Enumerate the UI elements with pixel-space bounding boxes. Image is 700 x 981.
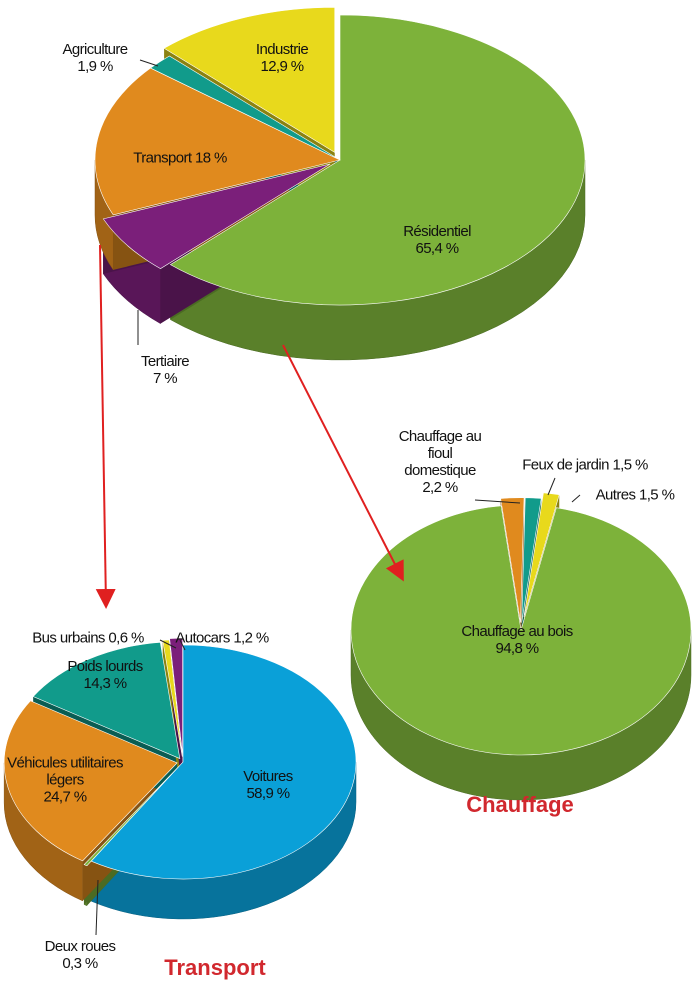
- slice: [3, 700, 178, 862]
- value-label: 2,2 %: [422, 479, 458, 496]
- slice-label: Deux roues 0,3 %: [45, 938, 116, 972]
- category-name: Véhicules utilitaires légers: [7, 754, 123, 789]
- value-label: 94,8 %: [495, 640, 539, 657]
- category-name: Transport: [133, 149, 192, 167]
- category-name: Bus urbains: [32, 629, 105, 647]
- value-label: 65,4 %: [415, 240, 459, 257]
- category-name: Tertiaire: [141, 353, 190, 370]
- category-name: Deux roues: [44, 938, 116, 955]
- value-label: 1,9 %: [77, 58, 113, 75]
- value-label: 0,3 %: [62, 955, 98, 972]
- value-label: 58,9 %: [246, 785, 290, 802]
- slice-label: Autres 1,5 %: [596, 487, 675, 504]
- slice: [521, 497, 542, 623]
- slice-label: Feux de jardin 1,5 %: [522, 457, 648, 474]
- chart-title: Chauffage: [466, 792, 574, 817]
- category-name: Agriculture: [62, 41, 128, 58]
- category-name: Autres: [595, 486, 636, 504]
- arrow: [282, 344, 404, 582]
- slice-label: Poids lourds 14,3 %: [67, 658, 143, 692]
- value-label: 1,2 %: [233, 629, 269, 647]
- pies: [3, 7, 692, 920]
- slice: [94, 67, 341, 216]
- slice: [500, 497, 525, 623]
- slice-label: Résidentiel 65,4 %: [403, 223, 471, 257]
- slice-wall: [520, 497, 525, 668]
- slice: [163, 7, 336, 153]
- slice: [32, 641, 181, 760]
- slice-label: Véhicules utilitaires légers 24,7 %: [0, 755, 140, 806]
- category-name: Chauffage au fioul domestique: [398, 428, 482, 479]
- value-label: 0,6 %: [108, 629, 144, 647]
- category-name: Autocars: [175, 629, 230, 647]
- slice: [102, 163, 331, 269]
- slice-label: Chauffage au bois 94,8 %: [461, 623, 573, 657]
- chart-title: Transport: [164, 955, 266, 980]
- slice: [169, 14, 586, 306]
- slice-label: Tertiaire 7 %: [141, 353, 190, 387]
- slice: [162, 639, 183, 757]
- slice-label: Voitures 58,9 %: [243, 768, 293, 802]
- arrow: [95, 244, 116, 609]
- slice-label: Bus urbains 0,6 %: [32, 630, 144, 647]
- category-name: Chauffage au bois: [461, 623, 573, 640]
- value-label: 1,5 %: [612, 456, 648, 474]
- category-name: Poids lourds: [67, 658, 143, 675]
- category-name: Voitures: [243, 768, 293, 785]
- slice-label: Transport 18 %: [133, 150, 227, 167]
- slice-label: Agriculture 1,9 %: [62, 41, 128, 75]
- value-label: 18 %: [195, 149, 227, 167]
- slice: [350, 505, 692, 756]
- pie-tops: [350, 492, 692, 756]
- slice: [523, 492, 560, 618]
- slice-label: Chauffage au fioul domestique 2,2 %: [395, 428, 485, 496]
- value-label: 1,5 %: [638, 486, 675, 504]
- category-name: Résidentiel: [403, 223, 471, 240]
- slice-label: Industrie 12,9 %: [255, 41, 309, 75]
- slice-label: Autocars 1,2 %: [175, 629, 269, 647]
- pie-tops: [94, 7, 586, 306]
- category-name: Industrie: [255, 41, 309, 58]
- slice: [149, 55, 341, 161]
- slice: [169, 637, 183, 756]
- value-label: 14,3 %: [83, 675, 127, 692]
- category-name: Feux de jardin: [522, 456, 609, 474]
- slice: [90, 644, 357, 880]
- leaders: [95, 59, 581, 936]
- value-label: 7 %: [152, 370, 178, 387]
- pie-tops: [3, 637, 357, 880]
- value-label: 12,9 %: [260, 58, 304, 75]
- slice: [83, 766, 179, 867]
- value-label: 24,7 %: [43, 788, 87, 806]
